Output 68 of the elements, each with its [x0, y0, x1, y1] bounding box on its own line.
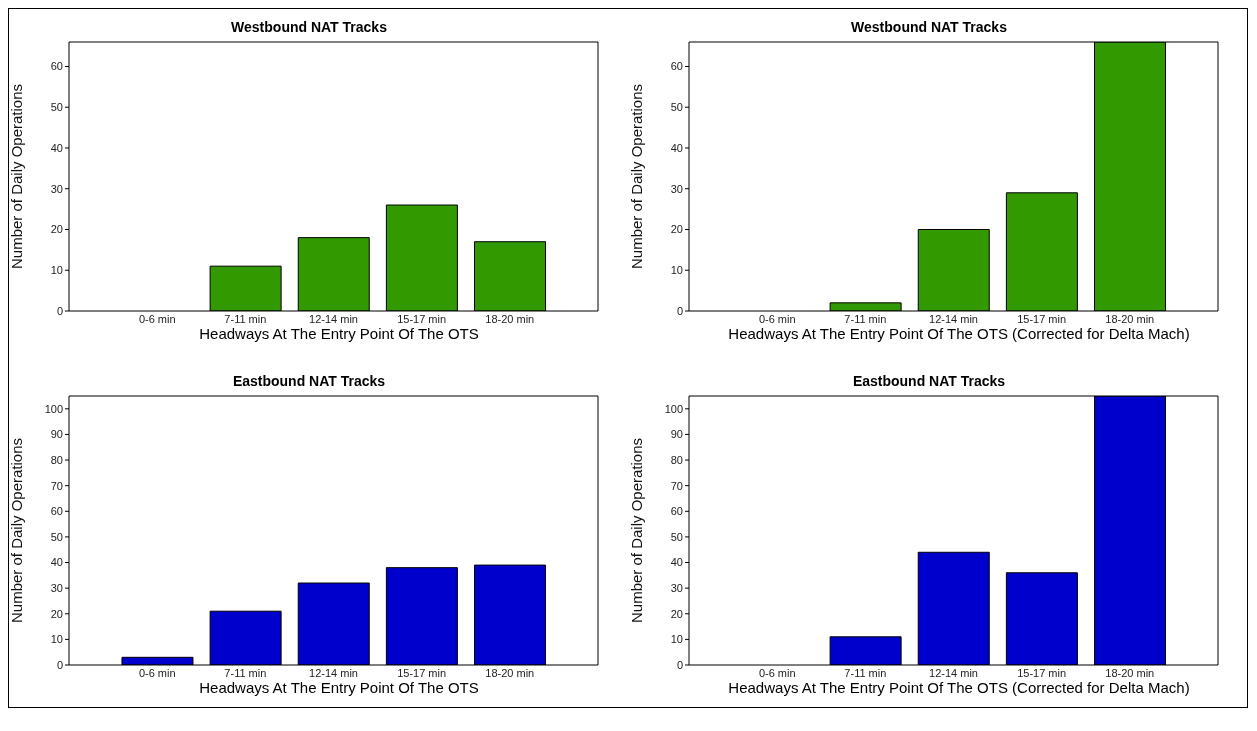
y-tick-label: 10 [670, 633, 683, 646]
y-tick-label: 40 [670, 556, 683, 569]
chart-title: Eastbound NAT Tracks [231, 373, 387, 391]
y-tick-label: 10 [670, 264, 683, 277]
x-tick-label: 15-17 min [1017, 666, 1067, 679]
x-tick-label: 18-20 min [485, 666, 535, 679]
y-tick-label: 60 [670, 60, 683, 73]
y-tick-label: 60 [670, 505, 683, 518]
x-tick-label: 12-14 min [929, 312, 978, 325]
y-tick-label: 20 [50, 607, 63, 620]
x-tick-label: 7-11 min [224, 666, 267, 679]
x-tick-label: 12-14 min [309, 312, 358, 325]
y-tick-label: 20 [50, 223, 63, 236]
y-tick-label: 70 [670, 479, 683, 492]
x-axis-title: Headways At The Entry Point Of The OTS [198, 325, 480, 342]
y-tick-label: 60 [50, 505, 63, 518]
y-axis-title: Number of Daily Operations [628, 437, 646, 624]
y-tick-label: 20 [670, 223, 683, 236]
y-tick-label: 20 [670, 607, 683, 620]
x-tick-label: 18-20 min [1105, 666, 1155, 679]
y-tick-label: 80 [50, 453, 63, 466]
x-tick-label: 7-11 min [844, 312, 887, 325]
y-tick-label: 40 [50, 556, 63, 569]
x-tick-label: 0-6 min [138, 666, 176, 679]
y-tick-label: 30 [670, 582, 683, 595]
x-tick-label: 0-6 min [138, 312, 176, 325]
y-tick-label: 50 [670, 530, 683, 543]
y-axis-title: Number of Daily Operations [628, 83, 646, 270]
y-tick-label: 70 [50, 479, 63, 492]
x-tick-label: 18-20 min [485, 312, 535, 325]
y-tick-label: 0 [56, 658, 63, 671]
x-axis-title: Headways At The Entry Point Of The OTS [198, 679, 480, 696]
y-tick-label: 90 [670, 428, 683, 441]
y-tick-label: 50 [50, 530, 63, 543]
x-tick-label: 7-11 min [224, 312, 267, 325]
y-tick-label: 30 [670, 182, 683, 195]
x-tick-label: 12-14 min [929, 666, 978, 679]
y-tick-label: 30 [50, 582, 63, 595]
chart-title: Westbound NAT Tracks [850, 19, 1008, 37]
y-tick-label: 10 [50, 264, 63, 277]
x-tick-label: 15-17 min [1017, 312, 1067, 325]
y-tick-label: 100 [44, 402, 63, 415]
y-tick-label: 30 [50, 182, 63, 195]
x-tick-label: 15-17 min [397, 312, 447, 325]
x-axis-title: Headways At The Entry Point Of The OTS (Corrected for Delta Mach) [727, 679, 1191, 696]
y-tick-label: 40 [670, 141, 683, 154]
y-tick-label: 40 [50, 141, 63, 154]
y-tick-label: 80 [670, 453, 683, 466]
chart-title: Westbound NAT Tracks [230, 19, 388, 37]
chart-title: Eastbound NAT Tracks [851, 373, 1007, 391]
y-tick-label: 0 [676, 304, 683, 317]
y-tick-label: 10 [50, 633, 63, 646]
y-axis-title: Number of Daily Operations [8, 437, 26, 624]
y-tick-label: 0 [56, 304, 63, 317]
x-tick-label: 12-14 min [309, 666, 358, 679]
x-tick-label: 18-20 min [1105, 312, 1155, 325]
x-tick-label: 7-11 min [844, 666, 887, 679]
y-tick-label: 50 [670, 101, 683, 114]
x-axis-title: Headways At The Entry Point Of The OTS (Corrected for Delta Mach) [727, 325, 1191, 342]
x-tick-label: 0-6 min [758, 666, 796, 679]
x-tick-label: 15-17 min [397, 666, 447, 679]
y-tick-label: 0 [676, 658, 683, 671]
y-axis-title: Number of Daily Operations [8, 83, 26, 270]
y-tick-label: 90 [50, 428, 63, 441]
x-tick-label: 0-6 min [758, 312, 796, 325]
y-tick-label: 100 [664, 402, 683, 415]
y-tick-label: 50 [50, 101, 63, 114]
y-tick-label: 60 [50, 60, 63, 73]
